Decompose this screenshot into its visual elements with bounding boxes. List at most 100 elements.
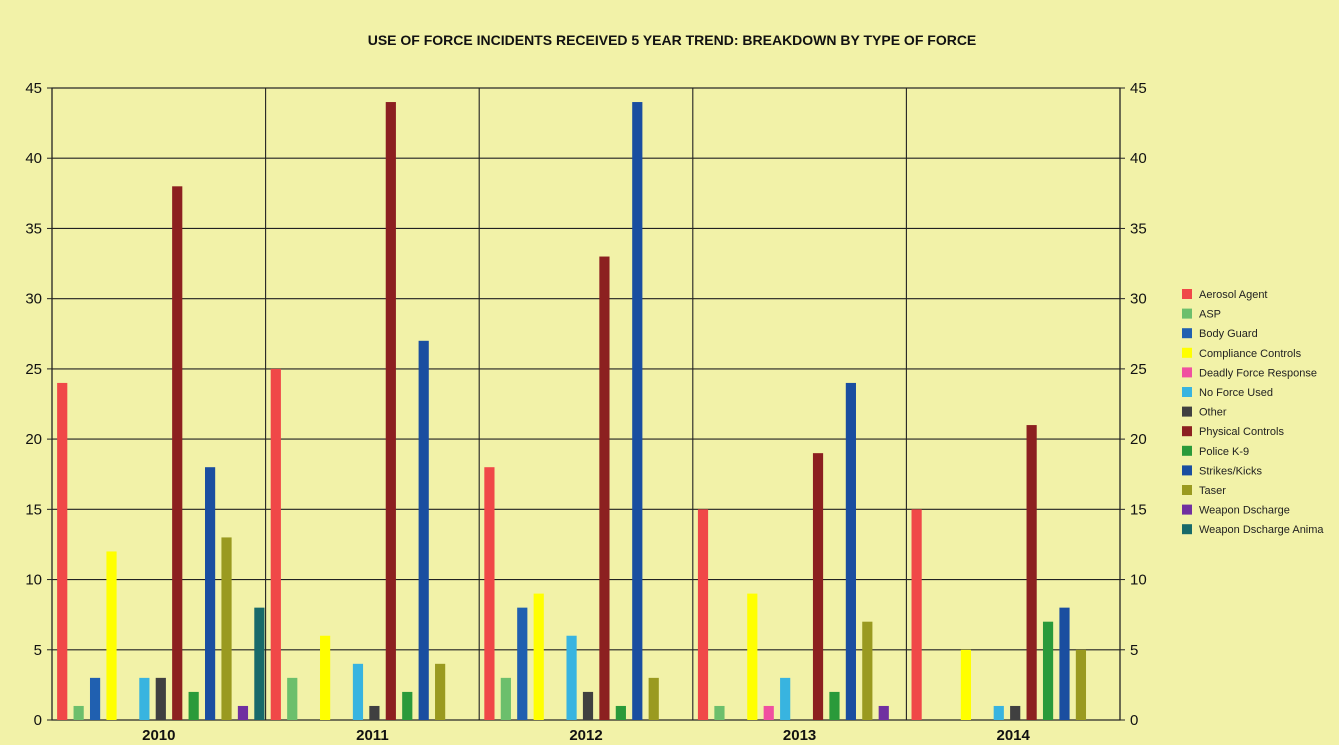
bar-aerosol-agent-2010 xyxy=(57,382,68,720)
legend: Aerosol Agent ASP Body Guard Compliance Con… xyxy=(1182,289,1324,536)
legend-entry-label: Other xyxy=(1199,407,1227,419)
legend-swatch xyxy=(1182,289,1192,299)
bar-compliance-controls-2014 xyxy=(960,649,972,720)
y-tick-label-left: 15 xyxy=(25,501,42,518)
legend-swatch xyxy=(1182,347,1192,358)
bar-physical-controls-2014 xyxy=(1026,425,1037,720)
grid-lines xyxy=(51,87,1121,721)
y-tick-label-right: 5 xyxy=(1130,642,1138,659)
bar-aerosol-agent-2011 xyxy=(270,368,281,720)
legend-swatch xyxy=(1182,465,1192,476)
legend-swatch xyxy=(1182,387,1192,397)
bar-asp-2011 xyxy=(287,677,298,720)
y-tick-label-right: 45 xyxy=(1130,80,1147,97)
bar-compliance-controls-2013 xyxy=(747,593,758,720)
y-tick-label-right: 30 xyxy=(1130,291,1147,308)
y-tick-label-left: 25 xyxy=(25,361,42,378)
bar-aerosol-agent-2012 xyxy=(484,467,495,720)
bar-taser-2012 xyxy=(648,677,659,720)
legend-swatch xyxy=(1182,524,1192,535)
bar-police-k-9-2010 xyxy=(188,691,199,720)
legend-swatch xyxy=(1182,406,1192,417)
bar-aerosol-agent-2014 xyxy=(911,509,922,720)
bar-compliance-controls-2011 xyxy=(320,635,331,720)
bar-strikes-kicks-2011 xyxy=(418,340,429,720)
bar-asp-2013 xyxy=(714,705,725,720)
legend-entry-label: No Force Used xyxy=(1199,387,1273,399)
bar-taser-2013 xyxy=(862,621,873,720)
bar-taser-2014 xyxy=(1075,649,1087,720)
legend-entry-label: Strikes/Kicks xyxy=(1199,465,1262,477)
y-tick-label-left: 30 xyxy=(25,291,42,308)
legend-entry-label: Taser xyxy=(1199,485,1226,497)
bar-strikes-kicks-2010 xyxy=(204,467,216,720)
x-category-label: 2010 xyxy=(142,727,175,744)
y-tick-label-left: 10 xyxy=(25,572,42,589)
bar-no-force-used-2013 xyxy=(780,677,791,720)
bars xyxy=(57,102,1087,721)
y-tick-label-left: 20 xyxy=(25,431,42,448)
bar-asp-2010 xyxy=(73,705,84,720)
axes: 0 0 5 5 10 10 15 15 20 20 25 25 30 30 35 35 40 40 45 45 2010… xyxy=(25,80,1146,744)
y-tick-label-left: 45 xyxy=(25,80,42,97)
bar-no-force-used-2014 xyxy=(993,705,1004,720)
bar-strikes-kicks-2014 xyxy=(1059,607,1070,720)
bar-aerosol-agent-2013 xyxy=(697,509,709,720)
x-category-label: 2011 xyxy=(356,727,389,744)
legend-entry-label: Deadly Force Response xyxy=(1199,367,1317,379)
bar-other-2010 xyxy=(155,677,166,720)
bar-physical-controls-2013 xyxy=(812,453,824,720)
bar-compliance-controls-2012 xyxy=(533,593,544,720)
legend-entry-label: Weapon Dscharge Anima xyxy=(1199,524,1324,536)
legend-swatch xyxy=(1182,367,1192,378)
bar-no-force-used-2011 xyxy=(352,663,364,720)
bar-no-force-used-2012 xyxy=(566,635,577,720)
bar-taser-2011 xyxy=(435,663,446,720)
y-tick-label-right: 20 xyxy=(1130,431,1147,448)
legend-swatch xyxy=(1182,328,1192,339)
bar-police-k-9-2013 xyxy=(829,691,840,720)
bar-other-2012 xyxy=(582,691,594,720)
bar-physical-controls-2012 xyxy=(599,256,610,720)
bar-no-force-used-2010 xyxy=(139,677,150,720)
bar-strikes-kicks-2012 xyxy=(632,102,643,721)
y-tick-label-left: 40 xyxy=(25,150,42,167)
bar-body-guard-2010 xyxy=(89,677,101,720)
bar-physical-controls-2011 xyxy=(385,102,396,721)
legend-entry-label: Physical Controls xyxy=(1199,426,1284,438)
legend-entry-label: Aerosol Agent xyxy=(1199,289,1268,301)
bar-other-2014 xyxy=(1010,705,1021,720)
legend-entry-label: Police K-9 xyxy=(1199,446,1249,458)
bar-strikes-kicks-2013 xyxy=(845,382,856,720)
bar-compliance-controls-2010 xyxy=(106,551,117,720)
x-category-label: 2012 xyxy=(569,727,602,744)
y-tick-label-right: 35 xyxy=(1130,220,1147,237)
bar-other-2011 xyxy=(369,705,380,720)
legend-entry-label: Weapon Dscharge xyxy=(1199,505,1290,517)
bar-taser-2010 xyxy=(221,537,232,720)
bar-asp-2012 xyxy=(500,677,511,720)
bar-body-guard-2012 xyxy=(517,607,528,720)
bar-police-k-9-2012 xyxy=(615,705,626,720)
legend-swatch xyxy=(1182,308,1192,319)
bar-police-k-9-2014 xyxy=(1042,621,1054,720)
y-tick-label-right: 25 xyxy=(1130,361,1147,378)
bar-physical-controls-2010 xyxy=(172,186,183,721)
legend-entry-label: ASP xyxy=(1199,309,1221,321)
legend-swatch xyxy=(1182,504,1192,515)
y-tick-label-right: 10 xyxy=(1130,572,1147,589)
legend-swatch xyxy=(1182,445,1192,456)
y-tick-label-left: 5 xyxy=(34,642,42,659)
y-tick-label-left: 35 xyxy=(25,220,42,237)
y-tick-label-right: 40 xyxy=(1130,150,1147,167)
legend-swatch xyxy=(1182,426,1192,437)
y-tick-label-right: 15 xyxy=(1130,501,1147,518)
chart-title: USE OF FORCE INCIDENTS RECEIVED 5 YEAR T… xyxy=(368,32,977,48)
legend-entry-label: Compliance Controls xyxy=(1199,348,1302,360)
bar-weapon-dscharge-2010 xyxy=(237,705,249,720)
y-tick-label-right: 0 xyxy=(1130,712,1138,729)
bar-weapon-dscharge-2013 xyxy=(878,705,889,720)
x-category-label: 2014 xyxy=(997,727,1031,744)
